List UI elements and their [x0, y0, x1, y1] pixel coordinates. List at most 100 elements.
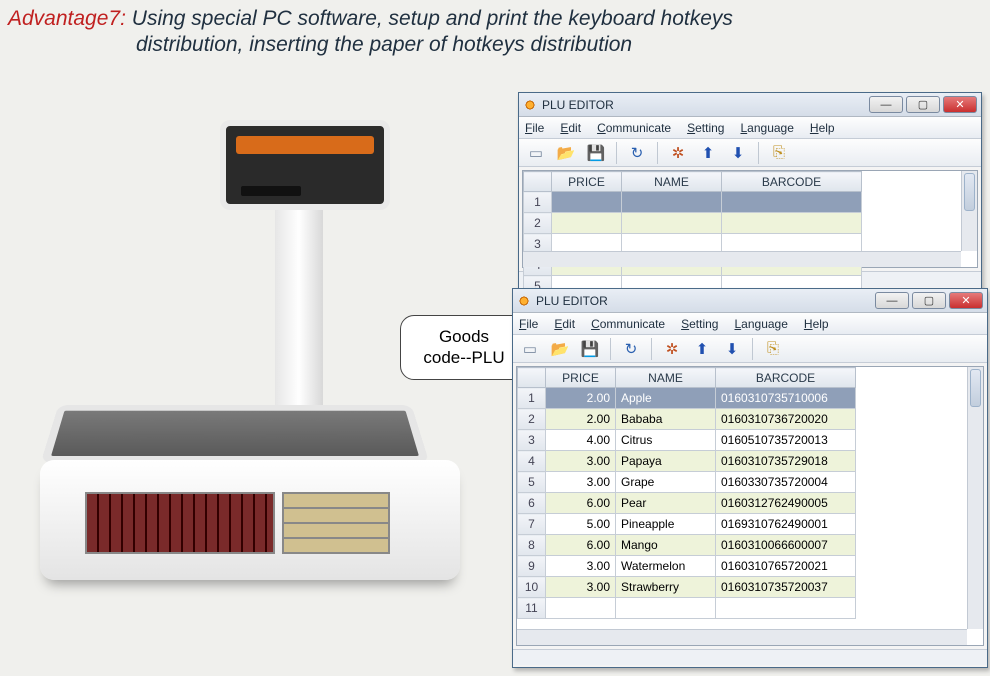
menu-file[interactable]: File: [519, 317, 538, 331]
close-button[interactable]: ✕: [943, 96, 977, 113]
horizontal-scrollbar[interactable]: [517, 629, 967, 645]
cell-price[interactable]: [552, 213, 622, 234]
col-barcode[interactable]: BARCODE: [722, 172, 862, 192]
cell-name[interactable]: Mango: [616, 535, 716, 556]
cell-barcode[interactable]: 0160310736720020: [716, 409, 856, 430]
menu-communicate[interactable]: Communicate: [597, 121, 671, 135]
vertical-scrollbar[interactable]: [967, 367, 983, 629]
data-grid[interactable]: PRICENAMEBARCODE 1 2.00 Apple 0160310735…: [516, 366, 984, 646]
cell-barcode[interactable]: 0160330735720004: [716, 472, 856, 493]
cell-name[interactable]: Apple: [616, 388, 716, 409]
col-name[interactable]: NAME: [622, 172, 722, 192]
cell-price[interactable]: 2.00: [546, 388, 616, 409]
menu-setting[interactable]: Setting: [687, 121, 724, 135]
table-row[interactable]: 4 3.00 Papaya 0160310735729018: [518, 451, 856, 472]
data-grid[interactable]: PRICENAMEBARCODE 1 2 3 4 5 6: [522, 170, 978, 268]
new-icon[interactable]: ▭: [517, 338, 543, 360]
col-name[interactable]: NAME: [616, 368, 716, 388]
table-row[interactable]: 6 6.00 Pear 0160312762490005: [518, 493, 856, 514]
menu-language[interactable]: Language: [734, 317, 787, 331]
table-row[interactable]: 2: [524, 213, 862, 234]
new-icon[interactable]: ▭: [523, 142, 549, 164]
cell-name[interactable]: Citrus: [616, 430, 716, 451]
table-row[interactable]: 9 3.00 Watermelon 0160310765720021: [518, 556, 856, 577]
table-row[interactable]: 11: [518, 598, 856, 619]
refresh-icon[interactable]: ↻: [624, 142, 650, 164]
cell-price[interactable]: 2.00: [546, 409, 616, 430]
maximize-button[interactable]: ▢: [906, 96, 940, 113]
menu-help[interactable]: Help: [810, 121, 835, 135]
transfer-icon[interactable]: ✲: [659, 338, 685, 360]
table-row[interactable]: 10 3.00 Strawberry 0160310735720037: [518, 577, 856, 598]
cell-price[interactable]: 6.00: [546, 493, 616, 514]
titlebar[interactable]: PLU EDITOR — ▢ ✕: [519, 93, 981, 117]
cell-barcode[interactable]: 0160312762490005: [716, 493, 856, 514]
cell-name[interactable]: Pear: [616, 493, 716, 514]
col-price[interactable]: PRICE: [552, 172, 622, 192]
cell-price[interactable]: 4.00: [546, 430, 616, 451]
menu-help[interactable]: Help: [804, 317, 829, 331]
horizontal-scrollbar[interactable]: [523, 251, 961, 267]
exit-icon[interactable]: ⎘: [760, 338, 786, 360]
cell-barcode[interactable]: 0160310735720037: [716, 577, 856, 598]
cell-name[interactable]: [622, 192, 722, 213]
cell-name[interactable]: [622, 213, 722, 234]
menu-edit[interactable]: Edit: [560, 121, 581, 135]
table-row[interactable]: 1: [524, 192, 862, 213]
cell-name[interactable]: Bababa: [616, 409, 716, 430]
cell-barcode[interactable]: [722, 213, 862, 234]
cell-name[interactable]: [616, 598, 716, 619]
exit-icon[interactable]: ⎘: [766, 142, 792, 164]
menu-language[interactable]: Language: [740, 121, 793, 135]
cell-barcode[interactable]: 0169310762490001: [716, 514, 856, 535]
cell-barcode[interactable]: 0160310066600007: [716, 535, 856, 556]
cell-name[interactable]: Watermelon: [616, 556, 716, 577]
refresh-icon[interactable]: ↻: [618, 338, 644, 360]
cell-barcode[interactable]: 0160310735710006: [716, 388, 856, 409]
menu-edit[interactable]: Edit: [554, 317, 575, 331]
save-icon[interactable]: 💾: [577, 338, 603, 360]
table-row[interactable]: 7 5.00 Pineapple 0169310762490001: [518, 514, 856, 535]
close-button[interactable]: ✕: [949, 292, 983, 309]
cell-price[interactable]: 6.00: [546, 535, 616, 556]
cell-name[interactable]: Papaya: [616, 451, 716, 472]
table-row[interactable]: 8 6.00 Mango 0160310066600007: [518, 535, 856, 556]
cell-barcode[interactable]: [722, 192, 862, 213]
cell-barcode[interactable]: 0160510735720013: [716, 430, 856, 451]
cell-price[interactable]: [552, 192, 622, 213]
cell-price[interactable]: 3.00: [546, 577, 616, 598]
vertical-scrollbar[interactable]: [961, 171, 977, 251]
transfer-icon[interactable]: ✲: [665, 142, 691, 164]
down-icon[interactable]: ⬇: [719, 338, 745, 360]
cell-barcode[interactable]: 0160310765720021: [716, 556, 856, 577]
cell-price[interactable]: 3.00: [546, 451, 616, 472]
minimize-button[interactable]: —: [875, 292, 909, 309]
table-row[interactable]: 1 2.00 Apple 0160310735710006: [518, 388, 856, 409]
col-price[interactable]: PRICE: [546, 368, 616, 388]
menu-file[interactable]: File: [525, 121, 544, 135]
table-row[interactable]: 2 2.00 Bababa 0160310736720020: [518, 409, 856, 430]
cell-name[interactable]: Grape: [616, 472, 716, 493]
cell-price[interactable]: 5.00: [546, 514, 616, 535]
up-icon[interactable]: ⬆: [695, 142, 721, 164]
cell-barcode[interactable]: 0160310735729018: [716, 451, 856, 472]
menu-communicate[interactable]: Communicate: [591, 317, 665, 331]
table-row[interactable]: 3 4.00 Citrus 0160510735720013: [518, 430, 856, 451]
maximize-button[interactable]: ▢: [912, 292, 946, 309]
open-icon[interactable]: 📂: [547, 338, 573, 360]
col-barcode[interactable]: BARCODE: [716, 368, 856, 388]
save-icon[interactable]: 💾: [583, 142, 609, 164]
down-icon[interactable]: ⬇: [725, 142, 751, 164]
cell-price[interactable]: 3.00: [546, 556, 616, 577]
menu-setting[interactable]: Setting: [681, 317, 718, 331]
cell-price[interactable]: 3.00: [546, 472, 616, 493]
titlebar[interactable]: PLU EDITOR — ▢ ✕: [513, 289, 987, 313]
cell-price[interactable]: [546, 598, 616, 619]
cell-name[interactable]: Pineapple: [616, 514, 716, 535]
cell-barcode[interactable]: [716, 598, 856, 619]
open-icon[interactable]: 📂: [553, 142, 579, 164]
table-row[interactable]: 5 3.00 Grape 0160330735720004: [518, 472, 856, 493]
cell-name[interactable]: Strawberry: [616, 577, 716, 598]
up-icon[interactable]: ⬆: [689, 338, 715, 360]
minimize-button[interactable]: —: [869, 96, 903, 113]
